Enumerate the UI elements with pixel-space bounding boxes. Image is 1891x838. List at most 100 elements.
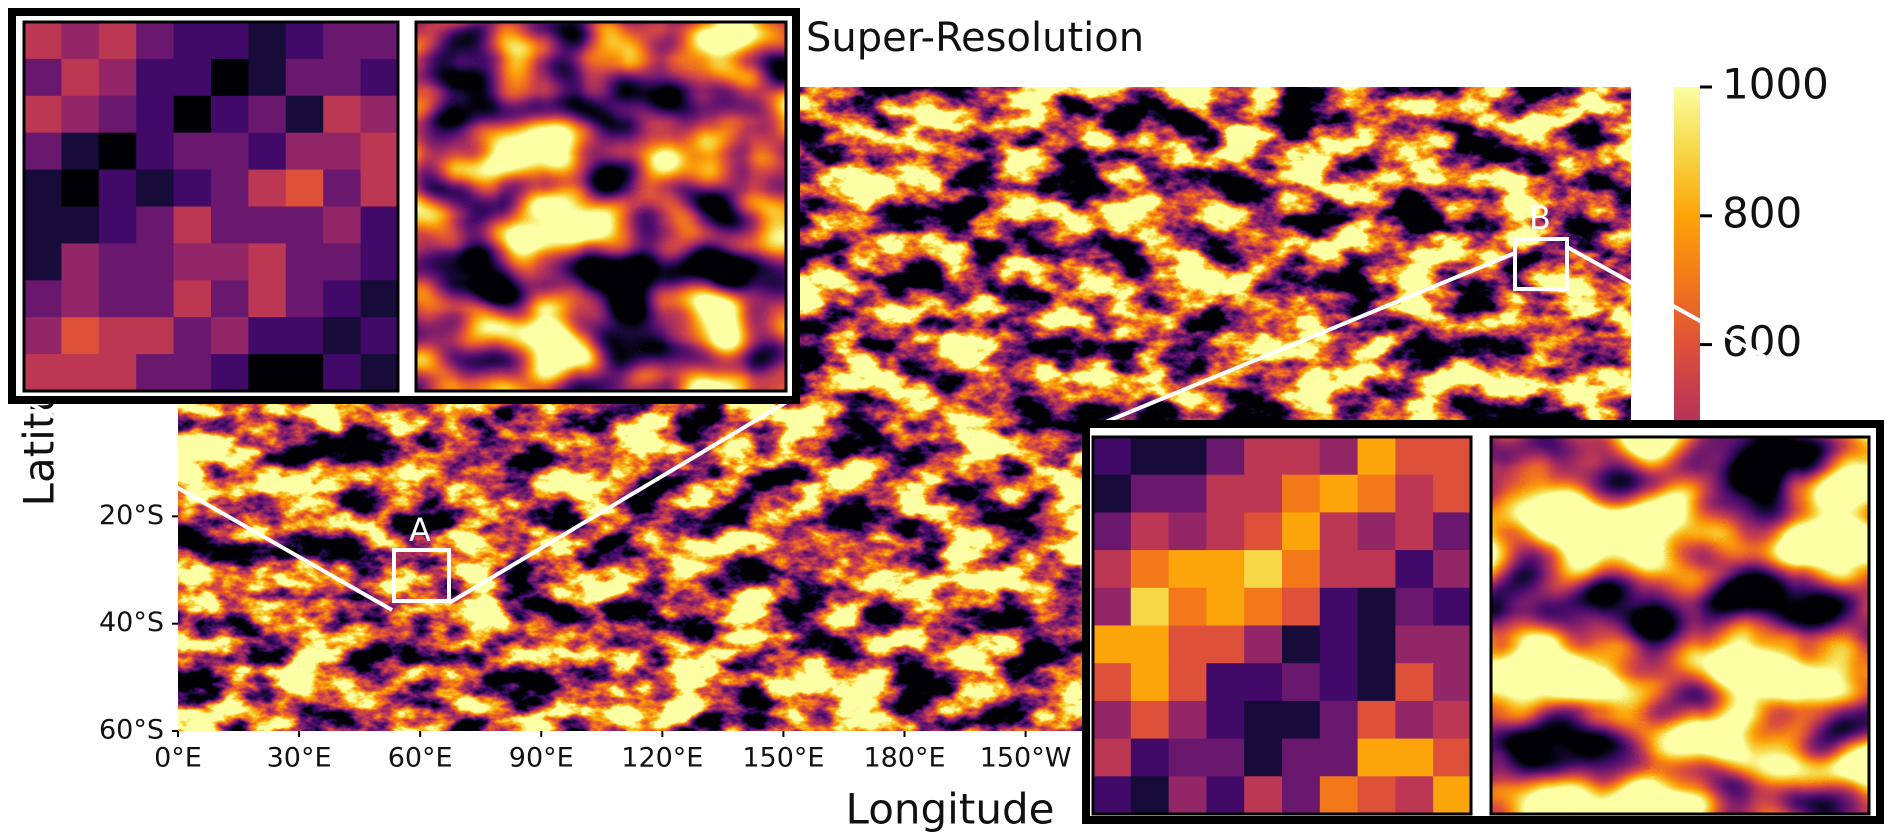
pixel	[1320, 475, 1358, 513]
pixel	[1093, 739, 1131, 777]
pixel	[1282, 437, 1320, 475]
pixel	[174, 354, 212, 391]
pixel	[361, 207, 399, 244]
pixel	[61, 207, 99, 244]
pixel	[1244, 776, 1282, 814]
pixel	[361, 133, 399, 170]
y-tick-label: 40°S	[99, 607, 164, 638]
pixel	[248, 59, 286, 96]
pixel	[1282, 776, 1320, 814]
pixel	[1244, 550, 1282, 588]
pixel	[1244, 663, 1282, 701]
pixel	[1131, 663, 1169, 701]
pixel	[1320, 437, 1358, 475]
pixel	[1320, 512, 1358, 550]
pixel	[1244, 739, 1282, 777]
pixel	[1244, 512, 1282, 550]
pixel	[1320, 626, 1358, 664]
pixel	[1206, 701, 1244, 739]
x-tick-label: 150°E	[742, 743, 824, 774]
pixel	[1244, 437, 1282, 475]
pixel	[1093, 437, 1131, 475]
pixel	[248, 207, 286, 244]
pixel	[361, 354, 399, 391]
pixel	[248, 354, 286, 391]
pixel	[1282, 512, 1320, 550]
pixel	[1395, 550, 1433, 588]
pixel	[1093, 588, 1131, 626]
pixel	[136, 133, 174, 170]
pixel	[248, 96, 286, 133]
figure: Super-Resolution Longitude Latitude 0°E3…	[0, 0, 1891, 838]
pixel	[361, 59, 399, 96]
pixel	[361, 22, 399, 59]
pixel	[1358, 512, 1396, 550]
colorbar-tick-label: 1000	[1722, 60, 1829, 109]
pixel	[211, 280, 249, 317]
region-label: A	[409, 511, 431, 549]
pixel	[1433, 663, 1471, 701]
pixel	[1093, 626, 1131, 664]
pixel	[1282, 550, 1320, 588]
pixel	[323, 354, 361, 391]
inset-coarse	[1093, 437, 1472, 815]
pixel	[99, 133, 137, 170]
pixel	[1358, 626, 1396, 664]
pixel	[1433, 475, 1471, 513]
pixel	[24, 354, 62, 391]
pixel	[24, 170, 62, 207]
x-tick-label: 60°E	[388, 743, 453, 774]
pixel	[1206, 739, 1244, 777]
pixel	[323, 22, 361, 59]
pixel	[1433, 776, 1471, 814]
pixel	[286, 317, 324, 354]
pixel	[1395, 475, 1433, 513]
pixel	[136, 22, 174, 59]
pixel	[361, 243, 399, 280]
x-tick-label: 180°E	[863, 743, 945, 774]
pixel	[99, 280, 137, 317]
pixel	[174, 96, 212, 133]
pixel	[1244, 626, 1282, 664]
x-tick-label: 150°W	[980, 743, 1072, 774]
pixel	[1282, 739, 1320, 777]
pixel	[323, 207, 361, 244]
pixel	[286, 354, 324, 391]
pixel	[1433, 437, 1471, 475]
pixel	[61, 280, 99, 317]
pixel	[24, 22, 62, 59]
pixel	[1320, 739, 1358, 777]
pixel	[1358, 475, 1396, 513]
pixel	[286, 96, 324, 133]
pixel	[1358, 701, 1396, 739]
pixel	[136, 96, 174, 133]
pixel	[1282, 588, 1320, 626]
pixel	[1131, 626, 1169, 664]
y-tick-label: 20°S	[99, 500, 164, 531]
pixel	[248, 280, 286, 317]
pixel	[211, 133, 249, 170]
x-tick-label: 120°E	[621, 743, 703, 774]
region-label: B	[1529, 199, 1551, 237]
pixel	[211, 317, 249, 354]
pixel	[211, 243, 249, 280]
pixel	[1395, 663, 1433, 701]
pixel	[1320, 776, 1358, 814]
pixel	[1358, 437, 1396, 475]
pixel	[1433, 550, 1471, 588]
pixel	[99, 354, 137, 391]
pixel	[61, 59, 99, 96]
pixel	[61, 22, 99, 59]
pixel	[1169, 776, 1207, 814]
pixel	[1093, 512, 1131, 550]
pixel	[136, 317, 174, 354]
pixel	[1131, 776, 1169, 814]
pixel	[24, 96, 62, 133]
pixel	[248, 22, 286, 59]
pixel	[174, 59, 212, 96]
pixel	[136, 354, 174, 391]
pixel	[323, 96, 361, 133]
pixel	[99, 243, 137, 280]
pixel	[99, 96, 137, 133]
pixel	[1169, 739, 1207, 777]
